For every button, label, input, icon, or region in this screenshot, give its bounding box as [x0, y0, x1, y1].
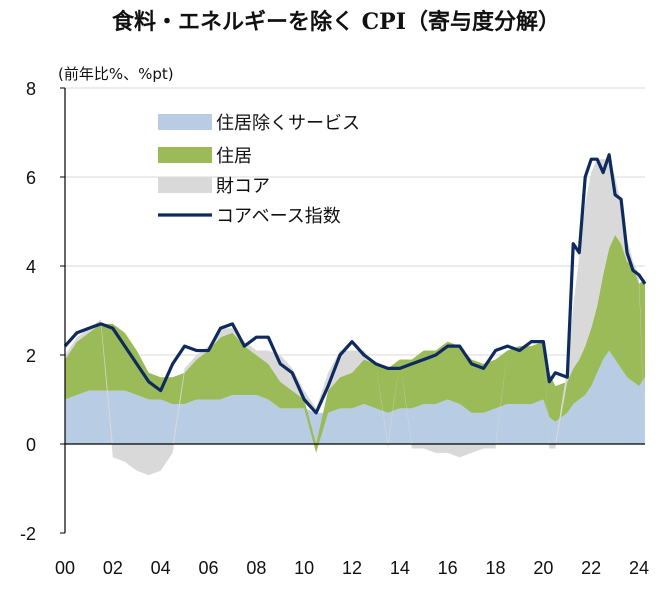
x-tick-label: 00: [55, 558, 75, 578]
x-tick-label: 24: [629, 558, 649, 578]
area-series-1: [65, 350, 645, 444]
y-tick-label: 4: [26, 257, 36, 277]
x-tick-label: 16: [438, 558, 458, 578]
legend-label: コアベース指数: [216, 206, 341, 227]
legend-label: 住居除くサービス: [216, 113, 360, 134]
x-tick-label: 08: [246, 558, 266, 578]
axes: [60, 87, 645, 534]
legend-label: 住居: [216, 146, 252, 167]
x-tick-label: 22: [581, 558, 601, 578]
x-tick-label: 02: [103, 558, 123, 578]
stacked-areas: [65, 159, 645, 476]
core-index-line-layer: [63, 153, 647, 415]
y-tick-label: 2: [26, 346, 36, 366]
legend-swatch: [158, 147, 212, 163]
unit-label: (前年比%、%pt): [58, 65, 174, 83]
chart-title: 食料・エネルギーを除く CPI（寄与度分解）: [111, 9, 560, 35]
x-tick-label: 12: [342, 558, 362, 578]
y-tick-label: 0: [26, 435, 36, 455]
legend-swatch: [158, 114, 212, 130]
x-tick-label: 06: [198, 558, 218, 578]
x-tick-label: 14: [390, 558, 410, 578]
core-index-line: [63, 153, 647, 415]
x-tick-label: 04: [151, 558, 171, 578]
legend-swatch: [158, 177, 212, 193]
area-series-2: [65, 234, 645, 453]
x-tick-label: 20: [533, 558, 553, 578]
x-tick-label: 18: [485, 558, 505, 578]
y-tick-label: 8: [26, 79, 36, 99]
legend-label: 財コア: [216, 176, 270, 197]
y-tick-label: -2: [20, 524, 36, 544]
x-tick-label: 10: [294, 558, 314, 578]
y-tick-label: 6: [26, 168, 36, 188]
